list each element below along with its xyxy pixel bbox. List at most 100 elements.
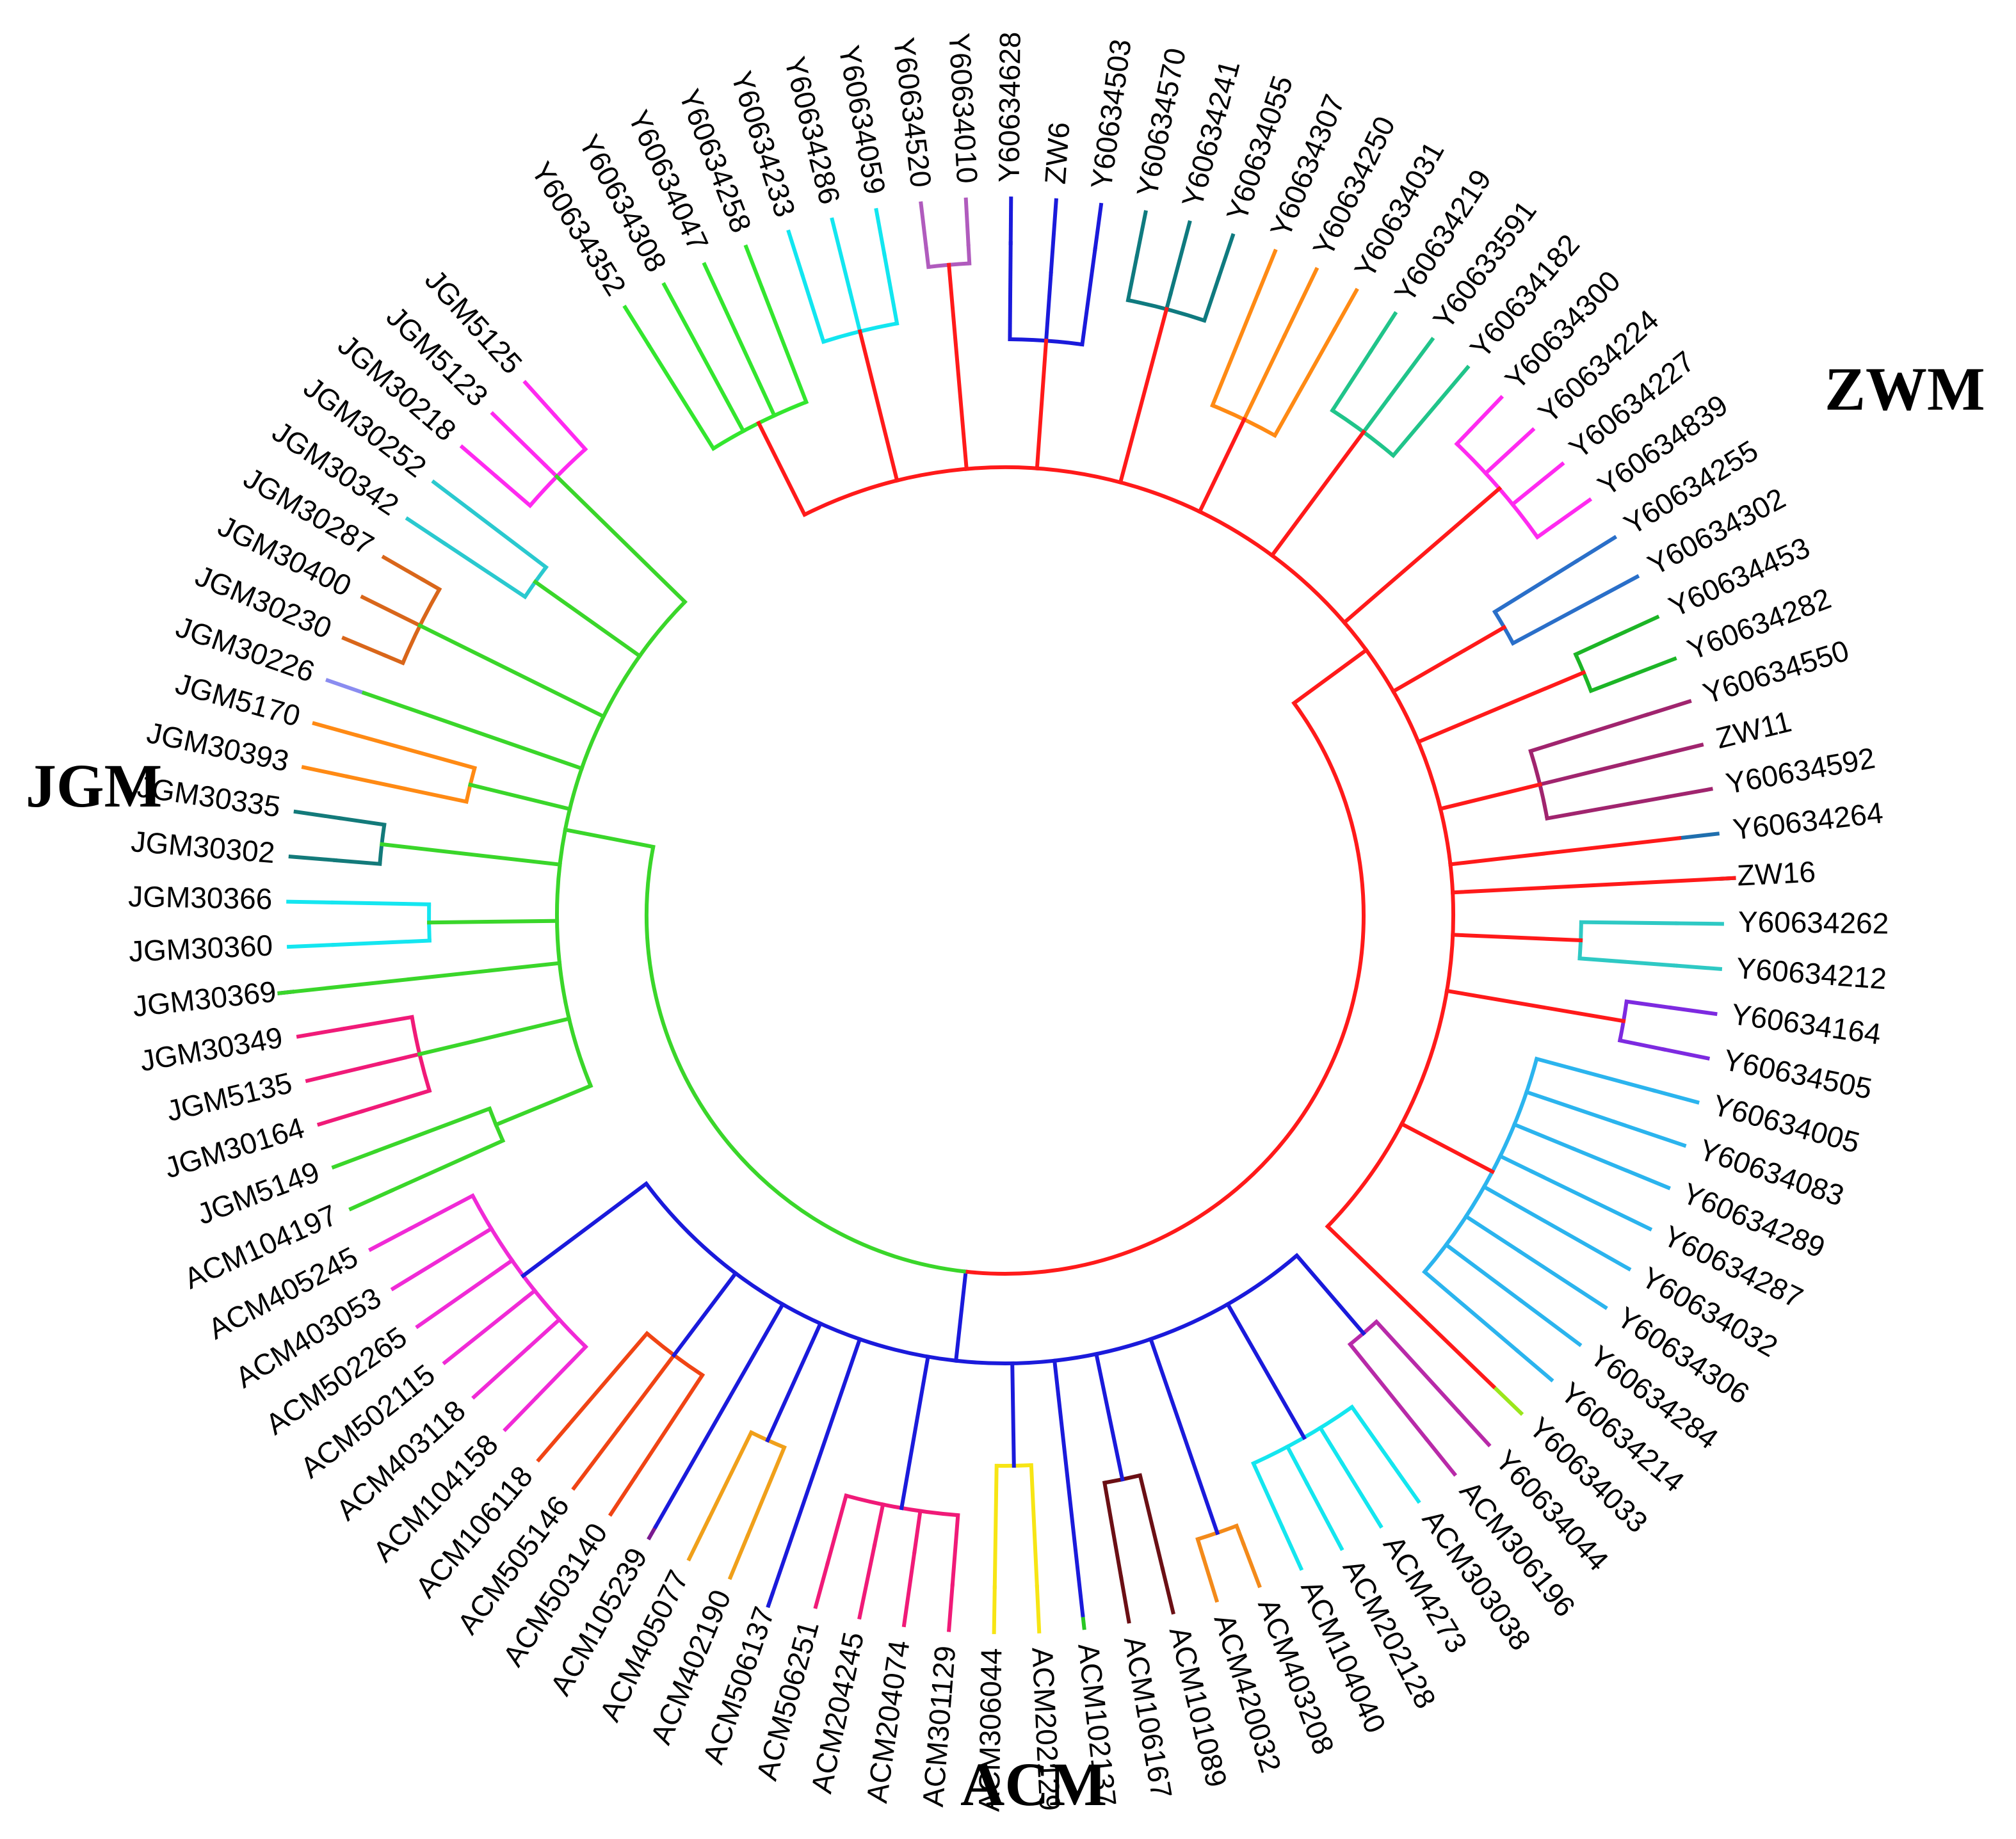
leaf-stem [615, 1352, 677, 1433]
leaf-stem [1617, 1038, 1666, 1052]
leaf-branch [1216, 233, 1236, 281]
leaf-stem [1373, 1319, 1462, 1415]
leaf-stem [565, 1330, 650, 1429]
leaf-branch [702, 262, 738, 334]
leaf-stem [1102, 1481, 1124, 1580]
leaf-branch [1455, 1408, 1492, 1448]
leaf-branch [1436, 364, 1471, 405]
leaf-branch [727, 1533, 750, 1580]
leaf-branch [786, 229, 805, 277]
subclade-stem [1225, 1301, 1307, 1440]
leaf-branch [1517, 1248, 1608, 1310]
leaf-branch [1118, 1575, 1131, 1624]
leaf-label: Y60634628 [992, 31, 1027, 182]
clade-stem [1291, 647, 1369, 706]
leaf-branch [1612, 1119, 1687, 1148]
leaf-stem [882, 252, 899, 326]
leaf-stem [759, 286, 809, 405]
leaf-branch [1385, 337, 1435, 401]
leaf-branch [1035, 1584, 1042, 1634]
leaf-branch [1613, 614, 1660, 639]
leaf-label: Y60634059 [832, 43, 892, 197]
subclade-stem [532, 579, 643, 659]
leaf-stem [376, 1052, 422, 1066]
leaf-branch [1467, 395, 1504, 433]
leaf-branch [1200, 1555, 1220, 1603]
subclade-stem [946, 262, 969, 471]
leaf-stem [745, 1445, 787, 1539]
leaf-stem [1573, 633, 1619, 657]
subclade-stem [417, 1016, 572, 1057]
leaf-branch [503, 1394, 540, 1433]
leaf-branch [471, 1344, 531, 1400]
leaf-stem [872, 1502, 885, 1548]
leaf-stem [1454, 427, 1473, 447]
leaf-stem [1545, 794, 1670, 821]
leaf-stem [442, 541, 528, 600]
leaf-branch [360, 594, 423, 629]
leaf-branch [947, 1583, 955, 1632]
subclade-stem [756, 420, 807, 518]
subclade-stem [1197, 417, 1247, 515]
subclade-stem [765, 1321, 823, 1443]
leaf-label: ACM202129 [1026, 1646, 1067, 1811]
subclade-stem [554, 474, 688, 605]
leaf-stem [633, 1372, 706, 1480]
leaf-branch [1093, 202, 1104, 252]
leaf-stem [1360, 396, 1391, 435]
leaf-branch [1134, 210, 1148, 259]
leaf-stem [373, 1106, 492, 1154]
leaf-label: ACM204074 [860, 1638, 916, 1804]
leaf-stem [825, 1493, 849, 1566]
leaf-branch [305, 1061, 382, 1084]
leaf-branch [415, 1265, 504, 1329]
leaf-branch [1644, 699, 1692, 718]
leaf-label: Y60634164 [1729, 997, 1883, 1051]
leaf-stem [1029, 1463, 1039, 1589]
leaf-branch [1517, 1297, 1583, 1347]
leaf-branch [1661, 1047, 1711, 1061]
leaf-stem [1510, 595, 1601, 646]
leaf-branch [316, 1109, 365, 1127]
leaf-branch [1332, 287, 1359, 332]
leaf-stem [950, 1513, 960, 1587]
leaf-branch [874, 207, 887, 257]
subclade-stem [1118, 307, 1169, 485]
leaf-label: Y60634264 [1731, 796, 1885, 846]
leaf-label: JGM30369 [131, 974, 278, 1023]
leaf-branch [901, 1550, 917, 1628]
leaf-branch [686, 1516, 712, 1562]
leaf-stem [1209, 290, 1261, 408]
subclade-stem [1448, 836, 1682, 867]
subclade-stem [379, 842, 562, 867]
leaf-stem [420, 577, 442, 592]
subclade-stem [417, 623, 606, 719]
leaf-branch [367, 1226, 414, 1252]
leaf-branch [293, 809, 343, 821]
leaf-stem [1330, 348, 1374, 414]
leaf-stem [1080, 247, 1097, 347]
subclade-stem [1035, 339, 1049, 470]
subclade-stem [1415, 670, 1586, 744]
leaf-branch [1512, 1201, 1632, 1272]
leaf-stem [1391, 399, 1442, 458]
clade-arc [555, 600, 686, 1087]
leaf-branch [331, 1148, 378, 1170]
leaf-branch [743, 244, 765, 291]
leaf-branch [405, 516, 448, 547]
subclade-stem [671, 1271, 739, 1358]
leaf-stem [331, 938, 431, 947]
subclade-stem [1010, 1361, 1016, 1468]
leaf-branch [1282, 267, 1319, 339]
leaf-branch [1550, 497, 1593, 529]
leaf-stem [1125, 253, 1140, 303]
leaf-branch [964, 197, 971, 246]
subclade-stem [1269, 429, 1367, 558]
leaf-branch [522, 380, 558, 419]
subclade-stem [1444, 988, 1626, 1024]
leaf-stem [800, 272, 827, 344]
leaf-branch [1367, 310, 1398, 355]
leaf-branch [1255, 248, 1278, 296]
